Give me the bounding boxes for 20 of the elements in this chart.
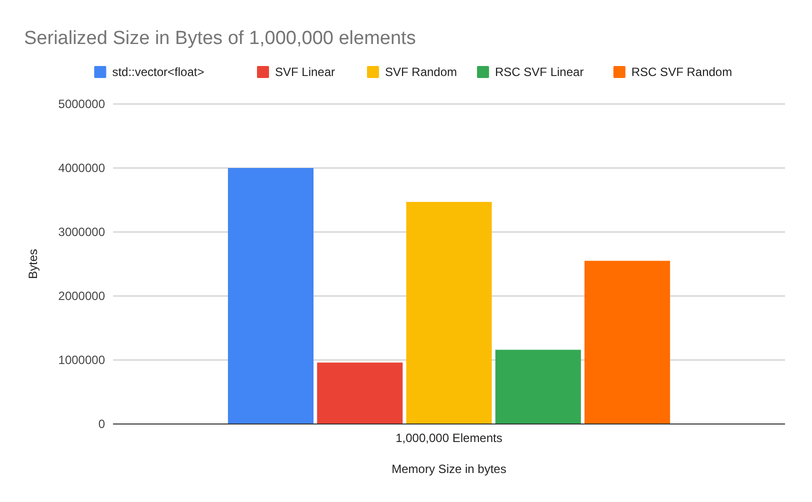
y-axis-title: Bytes	[26, 248, 40, 280]
y-tick-label: 0	[98, 417, 106, 431]
bar	[584, 260, 670, 424]
y-tick-label: 5000000	[58, 97, 106, 111]
y-tick-label: 3000000	[58, 225, 106, 239]
x-axis-title: Memory Size in bytes	[392, 462, 506, 476]
y-tick-label: 4000000	[58, 161, 106, 175]
y-tick-label: 1000000	[58, 353, 106, 367]
bar	[495, 350, 581, 424]
legend-label: RSC SVF Random	[631, 65, 732, 79]
legend-label: SVF Random	[385, 65, 458, 79]
x-tick-label: 1,000,000 Elements	[396, 431, 502, 445]
y-tick-label: 2000000	[58, 289, 106, 303]
chart-title: Serialized Size in Bytes of 1,000,000 elements	[24, 28, 416, 49]
legend-label: SVF Linear	[275, 65, 336, 79]
bar	[317, 362, 403, 424]
legend-label: RSC SVF Linear	[495, 65, 584, 79]
bar	[228, 168, 314, 424]
bar	[406, 202, 492, 424]
legend-label: std::vector<float>	[112, 65, 204, 79]
